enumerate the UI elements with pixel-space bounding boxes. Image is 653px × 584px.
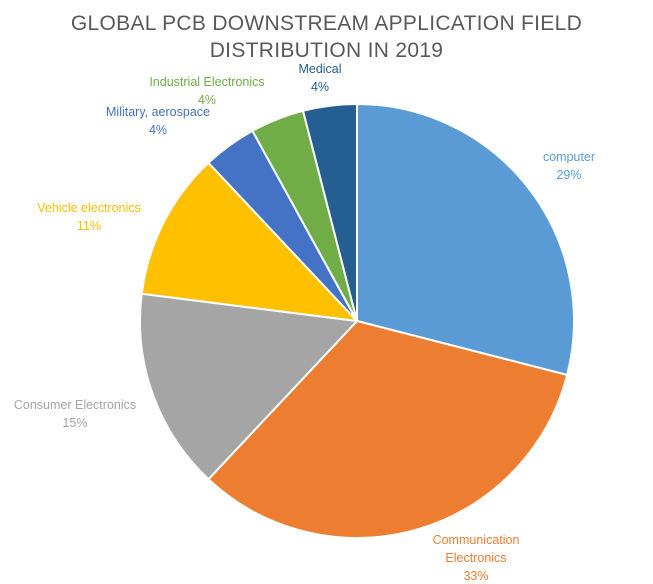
data-label-name-communication-electronics-2: Electronics [445,551,506,565]
pie-slice-medical [301,102,358,322]
pie-slice-computer [356,102,575,377]
data-label-name-military-aerospace: Military, aerospace [106,105,210,119]
data-label-value-medical: 4% [311,80,329,94]
data-label-name-consumer-electronics: Consumer Electronics [14,398,136,412]
data-label-value-military-aerospace: 4% [149,123,167,137]
pie-slice-communication-electronics [207,319,569,539]
chart-title-line-1: GLOBAL PCB DOWNSTREAM APPLICATION FIELD [70,12,583,35]
data-label-value-consumer-electronics: 15% [62,416,87,430]
data-label-value-communication-electronics: 33% [463,569,488,583]
pie-slice-vehicle-electronics [140,161,360,323]
data-label-name-medical: Medical [298,62,341,76]
chart-title: GLOBAL PCB DOWNSTREAM APPLICATION FIELD … [0,10,653,64]
data-label-value-industrial-electronics: 4% [198,93,216,107]
data-label-name-industrial-electronics: Industrial Electronics [149,75,264,89]
data-label-value-computer: 29% [556,168,581,182]
data-label-value-vehicle-electronics: 11% [77,219,101,233]
data-label-name-computer: computer [543,150,595,164]
data-label-name-vehicle-electronics: Vehicle electronics [37,201,141,215]
chart-title-line-2: DISTRIBUTION IN 2019 [209,39,444,62]
pie-slice-consumer-electronics [139,292,360,481]
data-label-name-communication-electronics-1: Communication [433,533,520,547]
